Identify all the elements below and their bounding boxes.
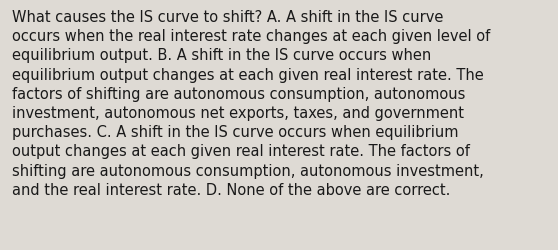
Text: What causes the IS curve to shift? A. A shift in the IS curve
occurs when the re: What causes the IS curve to shift? A. A … [12, 10, 490, 197]
